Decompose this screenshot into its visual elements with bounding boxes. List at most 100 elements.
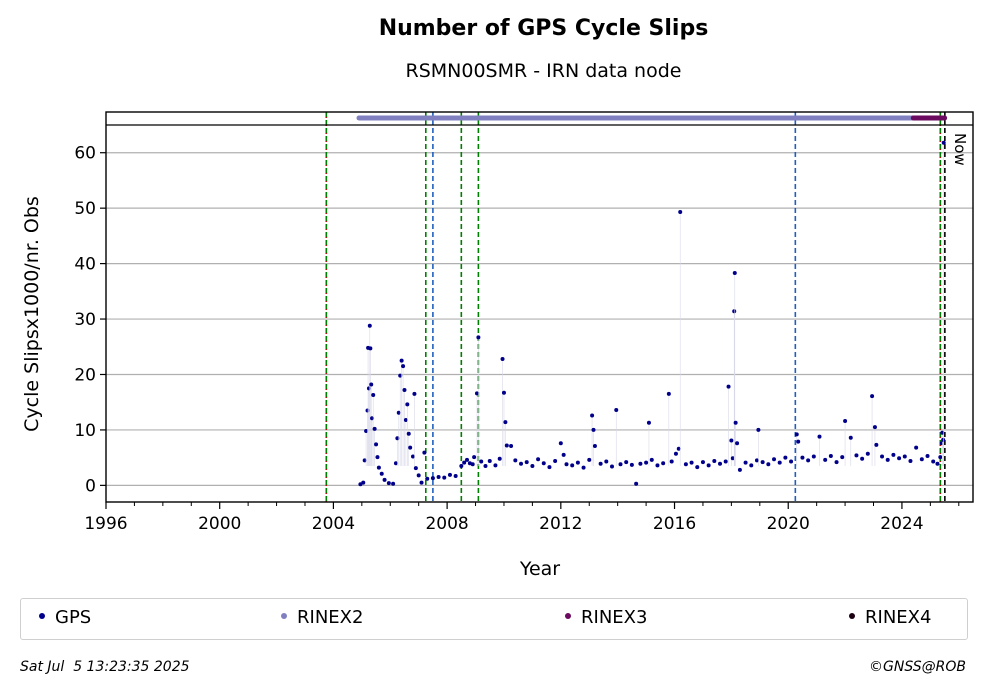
legend-item-gps: GPS — [39, 607, 91, 628]
legend-item-rinex4: RINEX4 — [849, 607, 931, 628]
data-point-146 — [902, 454, 907, 459]
data-point-101 — [700, 460, 705, 465]
now-label: Now — [951, 133, 969, 166]
legend-label-rinex3: RINEX3 — [581, 607, 648, 628]
y-tick-label-0: 0 — [85, 476, 96, 496]
chart-title: Number of GPS Cycle Slips — [378, 16, 709, 41]
x-tick-label-2016: 2016 — [653, 514, 696, 534]
data-point-135 — [848, 435, 853, 440]
data-point-30 — [408, 445, 413, 450]
data-point-23 — [398, 373, 403, 378]
data-point-2 — [362, 458, 367, 463]
data-point-53 — [487, 458, 492, 463]
data-point-107 — [729, 438, 734, 443]
data-point-18 — [386, 481, 391, 486]
data-point-151 — [931, 459, 936, 464]
data-point-87 — [638, 461, 643, 466]
data-point-152 — [935, 461, 940, 466]
data-point-27 — [403, 417, 408, 422]
data-point-58 — [503, 420, 508, 425]
data-point-21 — [395, 436, 400, 441]
legend-label-rinex4: RINEX4 — [865, 607, 932, 628]
data-point-97 — [678, 210, 683, 215]
data-point-38 — [430, 476, 435, 481]
data-point-96 — [676, 446, 681, 451]
data-point-148 — [914, 445, 919, 450]
data-point-82 — [614, 407, 619, 412]
data-point-104 — [718, 461, 723, 466]
data-point-12 — [372, 426, 377, 431]
data-point-95 — [673, 451, 678, 456]
x-tick-label-2012: 2012 — [539, 514, 582, 534]
data-point-94 — [669, 459, 674, 464]
data-point-8 — [368, 346, 373, 351]
data-point-118 — [760, 460, 765, 465]
legend: GPS RINEX2 RINEX3 RINEX4 — [20, 598, 968, 640]
legend-item-rinex2: RINEX2 — [281, 607, 363, 628]
x-tick-label-2008: 2008 — [425, 514, 468, 534]
data-point-116 — [754, 458, 759, 463]
data-point-3 — [364, 429, 369, 434]
data-point-109 — [732, 309, 737, 314]
data-point-124 — [794, 432, 799, 437]
data-point-93 — [666, 391, 671, 396]
data-point-9 — [369, 382, 374, 387]
legend-marker-rinex2 — [281, 613, 287, 619]
legend-marker-rinex3 — [565, 613, 571, 619]
data-point-68 — [553, 458, 558, 463]
point-layer — [358, 140, 946, 487]
data-point-15 — [376, 465, 381, 470]
data-point-85 — [629, 462, 634, 467]
y-tick-label-60: 60 — [74, 144, 96, 164]
data-point-108 — [730, 456, 735, 461]
data-point-145 — [897, 456, 902, 461]
data-point-51 — [479, 459, 484, 464]
data-point-49 — [474, 391, 479, 396]
data-point-71 — [564, 462, 569, 467]
x-tick-label-2004: 2004 — [312, 514, 355, 534]
data-point-78 — [592, 444, 597, 449]
data-point-69 — [558, 441, 563, 446]
data-point-20 — [393, 461, 398, 466]
data-point-79 — [598, 461, 603, 466]
legend-item-rinex3: RINEX3 — [565, 607, 647, 628]
data-point-59 — [504, 443, 509, 448]
data-point-63 — [524, 460, 529, 465]
data-point-98 — [683, 462, 688, 467]
data-point-74 — [581, 465, 586, 470]
data-point-26 — [402, 388, 407, 393]
data-point-89 — [646, 420, 651, 425]
data-point-156 — [941, 437, 946, 442]
data-point-99 — [689, 460, 694, 465]
legend-marker-rinex4 — [849, 613, 855, 619]
data-point-57 — [501, 390, 506, 395]
data-point-91 — [655, 463, 660, 468]
data-point-131 — [828, 453, 833, 458]
x-axis-label: Year — [519, 558, 560, 580]
data-point-72 — [570, 463, 575, 468]
data-point-31 — [411, 454, 416, 459]
data-point-11 — [371, 392, 376, 397]
data-point-37 — [425, 476, 430, 481]
data-point-64 — [530, 463, 535, 468]
data-point-50 — [476, 335, 481, 340]
data-point-33 — [413, 466, 418, 471]
data-point-100 — [695, 465, 700, 470]
data-point-19 — [391, 481, 396, 486]
data-point-143 — [885, 457, 890, 462]
data-point-45 — [465, 457, 470, 462]
data-point-48 — [472, 455, 477, 460]
footer-copyright: ©GNSS@ROB — [869, 659, 966, 675]
data-point-65 — [536, 457, 541, 462]
data-point-84 — [624, 460, 629, 465]
data-point-44 — [462, 460, 467, 465]
data-point-121 — [777, 460, 782, 465]
data-point-122 — [783, 455, 788, 460]
data-point-126 — [800, 455, 805, 460]
data-point-43 — [459, 463, 464, 468]
y-tick-label-50: 50 — [74, 199, 96, 219]
data-point-138 — [865, 451, 870, 456]
data-point-83 — [618, 462, 623, 467]
data-point-52 — [483, 463, 488, 468]
data-point-92 — [661, 461, 666, 466]
